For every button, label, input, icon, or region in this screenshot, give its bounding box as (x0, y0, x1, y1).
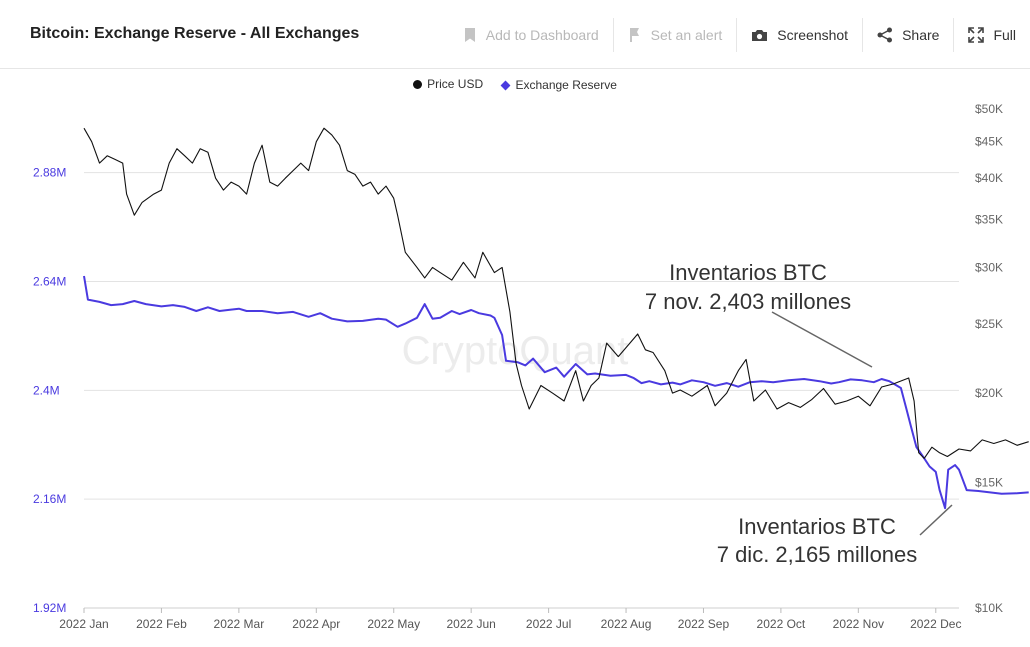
left-axis-tick-label: 1.92M (33, 601, 66, 615)
x-axis-tick-label: 2022 May (367, 617, 420, 631)
legend-price-label: Price USD (427, 77, 484, 91)
chart-header: Bitcoin: Exchange Reserve - All Exchange… (0, 0, 1030, 69)
set-alert-button[interactable]: Set an alert (612, 18, 737, 52)
screenshot-label: Screenshot (777, 27, 849, 43)
annotation-nov-detail: 7 nov. 2,403 millones (645, 289, 851, 314)
bookmark-icon (464, 28, 475, 42)
right-axis-tick-label: $20K (975, 386, 1003, 400)
left-axis-tick-label: 2.4M (33, 383, 60, 397)
annotation-nov-title: Inventarios BTC (669, 260, 827, 285)
x-axis-tick-label: 2022 Aug (601, 617, 652, 631)
x-axis-tick-label: 2022 Mar (214, 617, 265, 631)
x-axis-tick-label: 2022 Jan (59, 617, 108, 631)
chart-toolbar: Add to Dashboard Set an alert Screenshot… (449, 18, 1030, 52)
x-axis-tick-label: 2022 Oct (757, 617, 806, 631)
left-axis-tick-label: 2.16M (33, 492, 66, 506)
right-axis-tick-label: $15K (975, 475, 1003, 489)
left-axis-tick-label: 2.88M (33, 166, 66, 180)
right-axis-tick-label: $40K (975, 171, 1003, 185)
right-axis-tick-label: $10K (975, 601, 1003, 615)
annotation-dec-title: Inventarios BTC (738, 514, 896, 539)
fullscreen-label: Full (993, 27, 1016, 43)
x-axis-tick-label: 2022 Dec (910, 617, 961, 631)
x-axis-tick-label: 2022 Jun (446, 617, 495, 631)
x-axis-tick-label: 2022 Apr (292, 617, 340, 631)
right-axis-tick-label: $50K (975, 102, 1003, 116)
share-icon (877, 27, 893, 43)
line-chart: CryptoQuant2.88M2.64M2.4M2.16M1.92M$50K$… (33, 102, 1029, 631)
legend-item-price[interactable]: Price USD (413, 77, 483, 91)
x-axis-tick-label: 2022 Feb (136, 617, 187, 631)
annotation-nov-pointer (771, 311, 873, 368)
left-axis-tick-label: 2.64M (33, 274, 66, 288)
chart-title: Bitcoin: Exchange Reserve - All Exchange… (30, 25, 360, 42)
x-axis-tick-label: 2022 Sep (678, 617, 730, 631)
exchange-reserve-line (83, 275, 1029, 510)
share-label: Share (902, 27, 940, 43)
legend-reserve-label: Exchange Reserve (515, 78, 617, 92)
camera-icon (752, 30, 768, 41)
expand-icon (968, 27, 985, 43)
price-series-marker (413, 79, 423, 89)
share-button[interactable]: Share (862, 18, 953, 52)
x-axis-tick-label: 2022 Jul (526, 617, 571, 631)
annotation-dec-detail: 7 dic. 2,165 millones (717, 542, 918, 567)
price-usd-line (83, 127, 1029, 459)
add-to-dashboard-button[interactable]: Add to Dashboard (449, 18, 613, 52)
legend-item-reserve[interactable]: Exchange Reserve (501, 78, 617, 92)
x-axis-tick-label: 2022 Nov (833, 617, 884, 631)
set-alert-label: Set an alert (650, 27, 723, 43)
annotation-dec-pointer (919, 504, 953, 536)
chart-legend: Price USD Exchange Reserve (0, 77, 1030, 92)
right-axis-tick-label: $35K (975, 213, 1003, 227)
reserve-series-marker (501, 80, 511, 90)
flag-icon (629, 28, 639, 42)
add-to-dashboard-label: Add to Dashboard (485, 27, 599, 43)
fullscreen-button[interactable]: Full (953, 18, 1030, 52)
right-axis-tick-label: $45K (975, 135, 1003, 149)
right-axis-tick-label: $25K (975, 317, 1003, 331)
chart-area: Price USD Exchange Reserve CryptoQuant 2.… (0, 69, 1030, 642)
right-axis-tick-label: $30K (975, 260, 1003, 274)
screenshot-button[interactable]: Screenshot (736, 18, 862, 52)
